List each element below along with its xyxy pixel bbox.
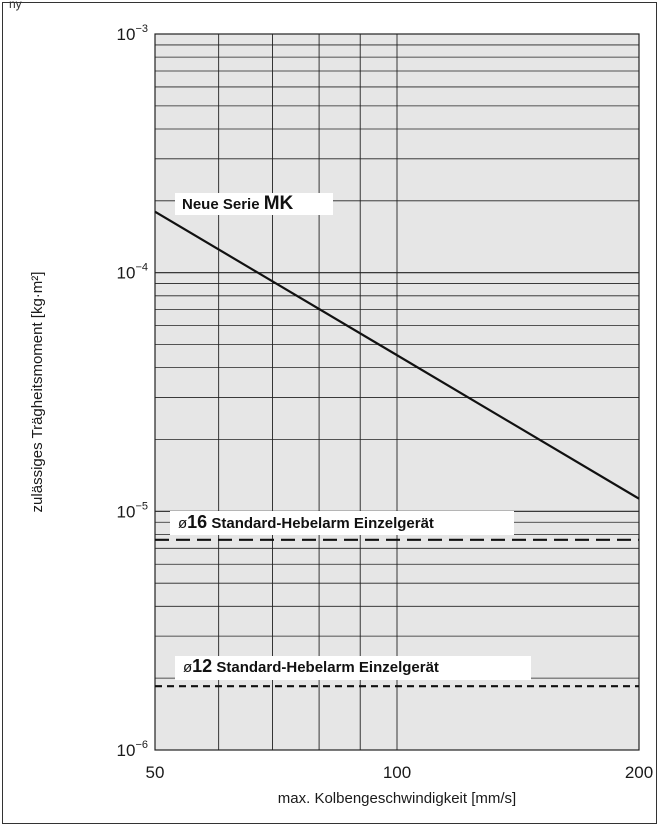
x-tick-label: 200 — [625, 763, 653, 782]
series-label-background — [170, 511, 514, 535]
series-label-1: Neue Serie MK — [182, 193, 294, 214]
x-axis-label: max. Kolbengeschwindigkeit [mm/s] — [278, 790, 516, 807]
series-label-2: ø16 Standard-Hebelarm Einzelgerät — [178, 512, 434, 532]
y-tick-label: 10−4 — [117, 262, 148, 283]
series-label-background — [175, 193, 333, 215]
x-tick-label: 100 — [383, 763, 411, 782]
y-tick-label: 10−3 — [117, 23, 148, 44]
y-axis-label: zulässiges Trägheitsmoment [kg·m²] — [29, 272, 46, 513]
series-group — [154, 210, 640, 688]
series-labels: Neue Serie MK ø16 Standard-Hebelarm Einze… — [170, 193, 531, 680]
series-label-3: ø12 Standard-Hebelarm Einzelgerät — [183, 656, 439, 676]
tick-labels: 50 100 200 10−3 10−4 10−5 10−6 — [117, 23, 654, 782]
y-tick-label: 10−5 — [117, 500, 148, 521]
x-tick-label: 50 — [146, 763, 165, 782]
series-line-1 — [154, 210, 640, 500]
header-fragment: ny — [9, 0, 22, 11]
y-tick-label: 10−6 — [117, 739, 148, 760]
series-label-background — [175, 656, 531, 680]
